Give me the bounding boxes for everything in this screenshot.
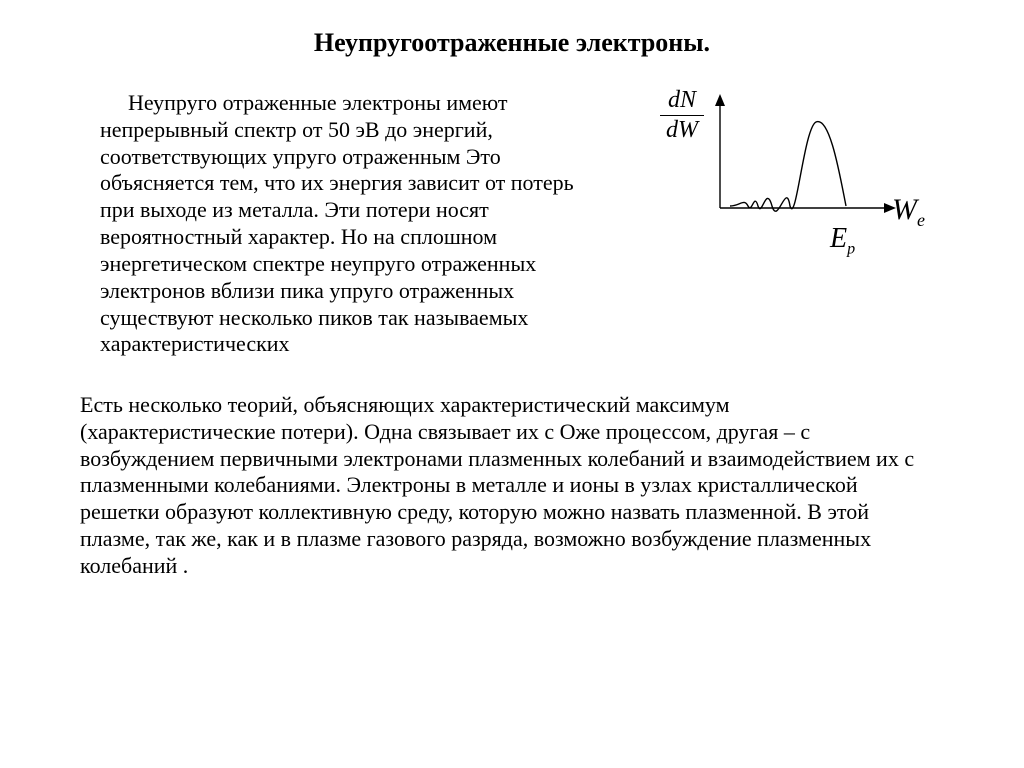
y-axis-arrow xyxy=(715,94,725,106)
paragraph-2: Есть несколько теорий, объясняющих харак… xyxy=(80,392,920,580)
spectrum-chart: dN dW We Ep xyxy=(640,88,960,268)
spectrum-curve xyxy=(730,122,846,212)
slide: Неупругоотраженные электроны. Неупруго о… xyxy=(0,0,1024,768)
y-axis-label: dN dW xyxy=(660,88,704,143)
paragraph-1-text: Неупруго отраженные электроны имеют непр… xyxy=(100,90,580,358)
fraction-bar xyxy=(660,115,704,116)
axes xyxy=(715,94,896,213)
we-symbol: W xyxy=(892,193,917,226)
slide-title: Неупругоотраженные электроны. xyxy=(0,28,1024,58)
paragraph-2-text: Есть несколько теорий, объясняющих харак… xyxy=(80,392,920,580)
x-axis-label-we: We xyxy=(892,193,925,231)
ep-subscript: p xyxy=(847,241,855,258)
ep-symbol: E xyxy=(830,223,847,254)
x-axis-label-ep: Ep xyxy=(830,223,855,259)
y-axis-numerator: dN xyxy=(660,88,704,113)
y-axis-denominator: dW xyxy=(660,118,704,143)
we-subscript: e xyxy=(917,210,925,230)
paragraph-1: Неупруго отраженные электроны имеют непр… xyxy=(100,90,580,358)
